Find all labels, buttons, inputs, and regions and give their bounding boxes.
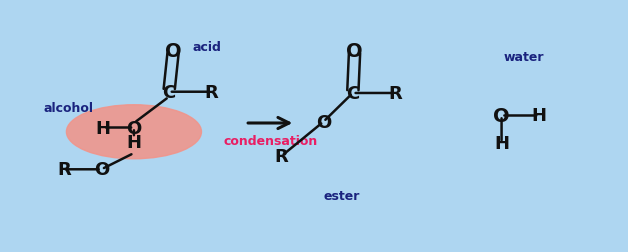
Text: O: O [493, 107, 510, 125]
Text: C: C [162, 83, 176, 101]
Text: R: R [388, 85, 402, 103]
Text: H: H [531, 107, 546, 125]
Text: acid: acid [192, 41, 221, 54]
Text: O: O [165, 42, 181, 61]
Text: C: C [346, 85, 359, 103]
Text: R: R [274, 147, 288, 165]
Text: R: R [57, 161, 71, 179]
Circle shape [67, 105, 202, 159]
Text: O: O [316, 113, 331, 131]
Text: condensation: condensation [223, 135, 317, 147]
Text: ester: ester [324, 189, 360, 202]
Text: water: water [503, 51, 544, 64]
Text: H: H [126, 133, 141, 151]
Text: O: O [346, 42, 363, 61]
Text: H: H [96, 119, 111, 137]
Text: H: H [494, 135, 509, 152]
Text: alcohol: alcohol [44, 102, 94, 115]
Text: O: O [94, 161, 109, 179]
Text: O: O [126, 119, 141, 137]
Text: R: R [204, 83, 218, 101]
